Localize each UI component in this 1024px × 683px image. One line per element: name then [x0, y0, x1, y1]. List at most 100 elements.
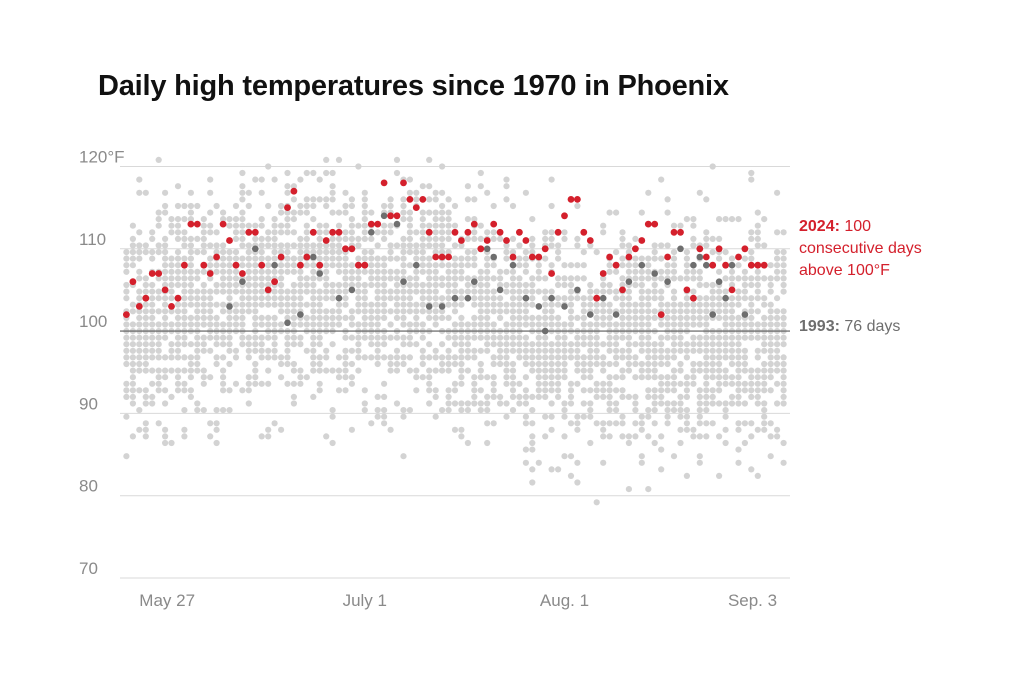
y-tick-label: 120°F: [79, 148, 125, 167]
dot-other-year: [529, 479, 536, 486]
dot-other-year: [574, 334, 581, 341]
dot-other-year: [284, 169, 291, 177]
dot-1993: [599, 294, 607, 302]
dot-other-year: [368, 334, 375, 341]
dot-other-year: [728, 354, 736, 361]
dot-other-year: [529, 321, 536, 328]
dot-other-year: [516, 347, 523, 354]
dot-other-year: [445, 400, 452, 407]
dot-other-year: [593, 314, 600, 321]
dot-other-year: [503, 308, 510, 315]
dot-other-year: [464, 400, 471, 407]
dot-other-year: [265, 202, 272, 210]
dot-other-year: [497, 341, 504, 348]
dot-other-year: [606, 374, 613, 381]
dot-other-year: [335, 314, 343, 321]
dot-other-year: [651, 393, 658, 400]
dot-other-year: [632, 281, 639, 289]
dot-other-year: [561, 341, 568, 348]
dot-other-year: [516, 295, 523, 302]
dot-other-year: [780, 255, 787, 262]
dot-other-year: [696, 334, 703, 341]
dot-2024: [406, 196, 414, 203]
dot-other-year: [509, 295, 517, 302]
dot-other-year: [168, 354, 175, 361]
dot-other-year: [774, 249, 781, 256]
dot-other-year: [181, 229, 188, 236]
dot-other-year: [258, 314, 265, 321]
dot-2024: [258, 261, 266, 269]
dot-other-year: [580, 341, 587, 348]
dot-2024: [619, 286, 626, 294]
dot-other-year: [580, 367, 587, 374]
dot-other-year: [335, 321, 343, 328]
dot-other-year: [187, 275, 194, 282]
dot-other-year: [155, 222, 162, 229]
dot-other-year: [767, 433, 774, 440]
dot-other-year: [200, 222, 207, 229]
dot-other-year: [445, 216, 452, 223]
dot-other-year: [509, 374, 517, 381]
dot-other-year: [368, 262, 375, 269]
dot-other-year: [490, 301, 497, 308]
dot-other-year: [426, 288, 433, 295]
dot-other-year: [297, 176, 304, 183]
dot-other-year: [432, 301, 439, 308]
dot-other-year: [664, 321, 671, 328]
dot-other-year: [245, 202, 252, 210]
dot-other-year: [600, 420, 607, 427]
dot-other-year: [722, 288, 729, 295]
dot-other-year: [619, 387, 626, 394]
dot-other-year: [529, 341, 536, 348]
dot-other-year: [368, 275, 375, 282]
dot-other-year: [252, 341, 259, 348]
dot-other-year: [381, 413, 388, 420]
dot-other-year: [374, 360, 381, 368]
dot-other-year: [290, 308, 297, 315]
dot-other-year: [703, 387, 710, 394]
dot-other-year: [278, 281, 285, 289]
dot-other-year: [432, 262, 439, 269]
dot-other-year: [703, 242, 710, 249]
dot-other-year: [129, 334, 136, 341]
dot-1993: [239, 278, 246, 286]
dot-other-year: [387, 360, 394, 368]
dot-other-year: [561, 407, 568, 414]
dot-other-year: [271, 216, 278, 223]
dot-2024: [760, 261, 768, 269]
dot-other-year: [245, 380, 252, 387]
dot-2024: [445, 253, 452, 261]
dot-other-year: [477, 275, 484, 282]
dot-other-year: [696, 433, 703, 440]
dot-other-year: [651, 407, 658, 414]
dot-other-year: [516, 301, 523, 308]
dot-other-year: [168, 393, 175, 400]
dot-other-year: [587, 288, 594, 295]
dot-2024: [464, 228, 472, 236]
dot-other-year: [529, 314, 536, 321]
dot-other-year: [503, 367, 510, 374]
dot-other-year: [748, 235, 755, 242]
dot-other-year: [587, 360, 594, 368]
dot-other-year: [522, 189, 530, 196]
dot-other-year: [162, 374, 169, 381]
dot-other-year: [361, 268, 368, 275]
dot-other-year: [709, 374, 716, 381]
dot-other-year: [187, 268, 194, 275]
dot-other-year: [213, 314, 220, 321]
dot-other-year: [561, 321, 568, 328]
dot-other-year: [406, 334, 413, 341]
dot-other-year: [619, 367, 626, 374]
dot-other-year: [142, 314, 149, 321]
dot-2024: [303, 253, 311, 261]
dot-other-year: [645, 407, 652, 414]
dot-other-year: [220, 321, 227, 328]
dot-other-year: [748, 466, 755, 473]
dot-other-year: [664, 334, 671, 341]
dot-other-year: [651, 281, 658, 289]
dot-other-year: [664, 242, 671, 249]
dot-other-year: [677, 222, 684, 229]
dot-other-year: [471, 235, 478, 242]
dot-other-year: [780, 341, 787, 348]
dot-other-year: [432, 189, 439, 196]
